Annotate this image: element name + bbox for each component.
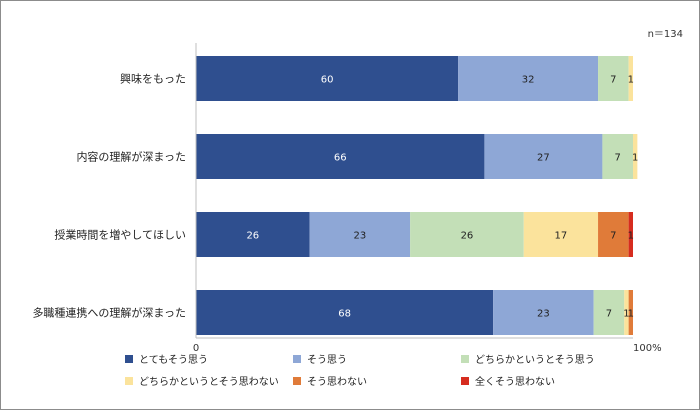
- data-label: 7: [606, 309, 612, 320]
- legend: とてもそう思う そう思う どちらかというとそう思うどちらかというとそう思わない そう思…: [125, 351, 645, 388]
- bar-segment: [628, 56, 633, 101]
- bar-segment: [633, 134, 638, 179]
- data-label: 1: [628, 75, 634, 86]
- legend-label: どちらかというとそう思わない: [139, 377, 279, 388]
- legend-swatch: [461, 354, 469, 363]
- legend-item: どちらかというとそう思う: [461, 351, 645, 366]
- bar-segment: [598, 56, 629, 101]
- bar-segment: [602, 134, 633, 179]
- data-label: 26: [246, 231, 259, 242]
- legend-label: そう思う: [307, 355, 347, 366]
- bar-segment: [624, 290, 629, 335]
- legend-label: どちらかというとそう思う: [475, 355, 595, 366]
- legend-item: そう思わない: [293, 373, 461, 388]
- bar-segment: [196, 56, 459, 101]
- bar-segment: [628, 290, 633, 335]
- data-label: 23: [537, 309, 550, 320]
- bar-segment: [458, 56, 599, 101]
- sample-size-note: n＝134: [647, 29, 683, 40]
- bar-segment: [493, 290, 594, 335]
- data-label: 23: [354, 231, 367, 242]
- category-label: 内容の理解が深まった: [76, 150, 186, 164]
- category-label: 興味をもった: [120, 73, 186, 86]
- data-label: 66: [334, 153, 347, 164]
- legend-item: どちらかというとそう思わない: [125, 373, 293, 388]
- bar-segment: [593, 290, 625, 335]
- data-label: 7: [610, 75, 616, 86]
- category-label: 授業時間を増やしてほしい: [54, 228, 186, 242]
- data-label: 1: [623, 309, 629, 320]
- legend-item: そう思う: [293, 351, 461, 366]
- bar-segment: [196, 134, 485, 179]
- bar-segment: [628, 212, 633, 257]
- data-label: 1: [632, 153, 638, 164]
- bar-segment: [484, 134, 603, 179]
- bar-segment: [196, 290, 494, 335]
- data-label: 1: [628, 231, 634, 242]
- legend-item: 全くそう思わない: [461, 373, 645, 388]
- data-label: 60: [321, 75, 334, 86]
- data-label: 1: [628, 309, 634, 320]
- data-label: 7: [615, 153, 621, 164]
- data-label: 17: [555, 231, 568, 242]
- data-label: 32: [522, 75, 535, 86]
- x-tick-label: 0: [193, 343, 199, 354]
- bar-segment: [196, 212, 310, 257]
- legend-swatch: [461, 376, 469, 385]
- category-labels: 興味をもった内容の理解が深まった授業時間を増やしてほしい多職種連携への理解が深ま…: [32, 73, 186, 320]
- legend-swatch: [293, 376, 301, 385]
- legend-swatch: [125, 354, 133, 363]
- x-tick-label: 100%: [633, 343, 662, 354]
- bar-segment: [309, 212, 411, 257]
- category-label: 多職種連携への理解が深まった: [32, 306, 186, 320]
- legend-label: とてもそう思う: [139, 355, 208, 366]
- bar-segment: [523, 212, 599, 257]
- x-axis: 0 100%: [193, 43, 662, 354]
- data-label: 7: [610, 231, 616, 242]
- bar-segment: [410, 212, 524, 257]
- legend-item: とてもそう思う: [125, 351, 293, 366]
- legend-label: 全くそう思わない: [475, 377, 555, 388]
- legend-swatch: [293, 354, 301, 363]
- data-label: 68: [338, 309, 351, 320]
- bar-area: 60 32 7 166 27 7 126 23 26 17 7 168 23 7 11: [196, 56, 638, 335]
- bar-segment: [598, 212, 629, 257]
- legend-label: そう思わない: [307, 377, 367, 388]
- legend-swatch: [125, 376, 133, 385]
- data-label: 26: [461, 231, 474, 242]
- data-label: 27: [537, 153, 550, 164]
